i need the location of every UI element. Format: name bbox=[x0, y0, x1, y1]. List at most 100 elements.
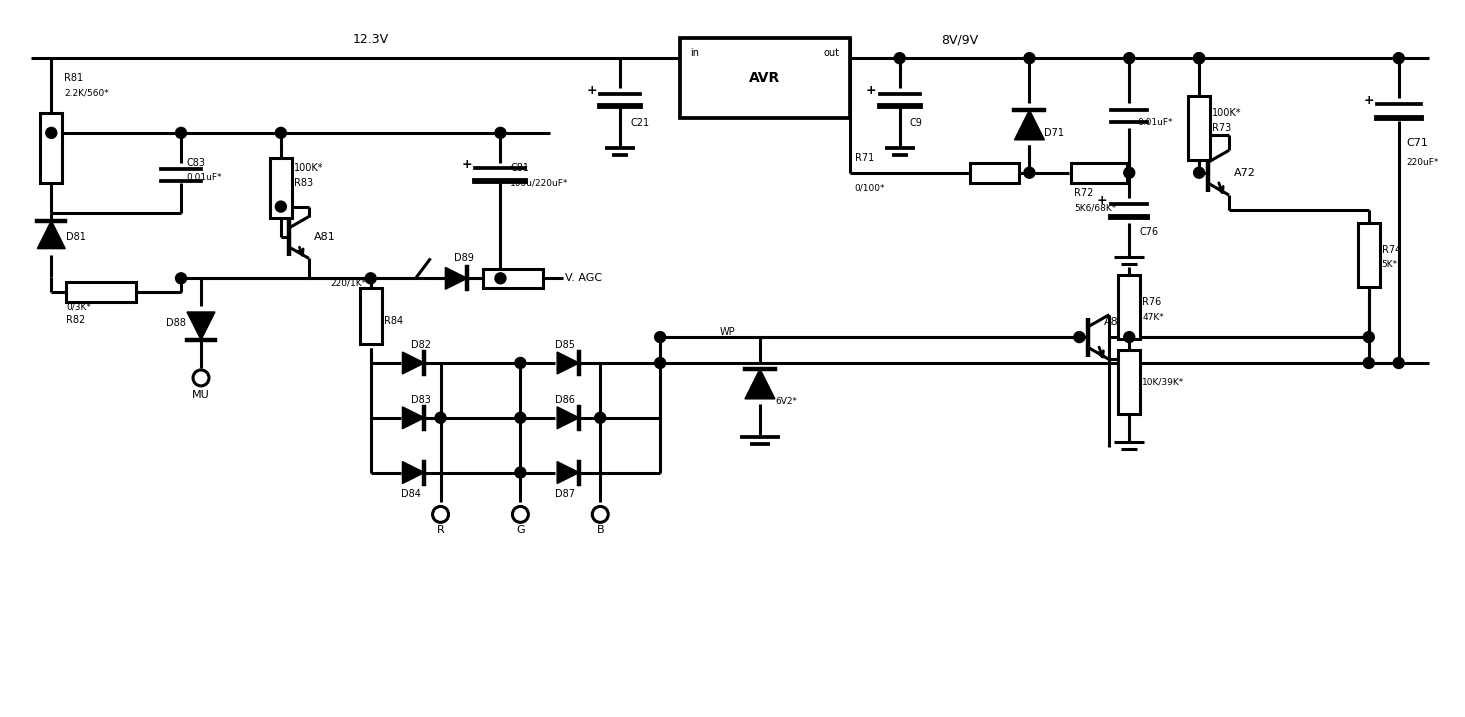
Polygon shape bbox=[557, 462, 579, 483]
Text: C21: C21 bbox=[630, 118, 649, 128]
Text: 8V/9V: 8V/9V bbox=[941, 33, 979, 46]
Text: C9: C9 bbox=[910, 118, 923, 128]
Circle shape bbox=[1024, 167, 1034, 179]
Text: R74: R74 bbox=[1381, 245, 1401, 255]
Text: D84: D84 bbox=[400, 490, 420, 500]
Text: WP: WP bbox=[719, 327, 735, 337]
Text: 0/100*: 0/100* bbox=[854, 183, 885, 192]
Text: D87: D87 bbox=[555, 490, 576, 500]
Circle shape bbox=[595, 412, 605, 423]
Circle shape bbox=[1074, 331, 1084, 343]
Circle shape bbox=[1194, 52, 1204, 64]
Circle shape bbox=[1024, 52, 1034, 64]
Text: G: G bbox=[516, 526, 524, 536]
Bar bbox=[1358, 223, 1380, 287]
Text: A83: A83 bbox=[1105, 317, 1127, 327]
Text: AVR: AVR bbox=[749, 71, 781, 85]
Text: A72: A72 bbox=[1234, 168, 1256, 178]
Text: 2.2K/560*: 2.2K/560* bbox=[64, 88, 108, 98]
Bar bbox=[680, 38, 850, 118]
Circle shape bbox=[45, 128, 57, 138]
Bar bbox=[270, 158, 292, 217]
Circle shape bbox=[176, 128, 186, 138]
Polygon shape bbox=[37, 221, 66, 249]
Text: 220/1K*: 220/1K* bbox=[331, 279, 366, 288]
Text: MU: MU bbox=[192, 390, 209, 400]
Bar bbox=[360, 288, 382, 343]
Circle shape bbox=[1393, 52, 1405, 64]
Circle shape bbox=[1124, 52, 1135, 64]
Circle shape bbox=[655, 331, 665, 343]
Bar bbox=[1118, 275, 1140, 339]
Text: D83: D83 bbox=[410, 395, 431, 405]
Text: R83: R83 bbox=[294, 178, 314, 188]
Circle shape bbox=[1393, 358, 1405, 369]
Text: D85: D85 bbox=[555, 340, 576, 350]
Circle shape bbox=[1364, 358, 1374, 369]
Circle shape bbox=[275, 128, 286, 138]
Polygon shape bbox=[403, 462, 425, 483]
Text: C83: C83 bbox=[186, 158, 205, 168]
Text: D82: D82 bbox=[410, 340, 431, 350]
Text: R84: R84 bbox=[384, 315, 403, 326]
Polygon shape bbox=[188, 312, 215, 340]
Bar bbox=[483, 269, 544, 288]
Polygon shape bbox=[746, 369, 775, 399]
Text: R71: R71 bbox=[854, 153, 875, 163]
Text: 220uF*: 220uF* bbox=[1406, 158, 1439, 167]
Text: 5K6/68K*: 5K6/68K* bbox=[1074, 203, 1116, 212]
Text: +: + bbox=[461, 158, 473, 171]
Circle shape bbox=[1194, 52, 1204, 64]
Bar bbox=[970, 163, 1020, 183]
Text: A81: A81 bbox=[314, 232, 335, 242]
Text: V. AGC: V. AGC bbox=[565, 273, 602, 283]
Text: 100K*: 100K* bbox=[1212, 108, 1242, 118]
Circle shape bbox=[514, 412, 526, 423]
Text: 100u/220uF*: 100u/220uF* bbox=[510, 179, 568, 187]
Polygon shape bbox=[403, 407, 425, 429]
Circle shape bbox=[365, 273, 377, 284]
Text: C81: C81 bbox=[510, 163, 529, 173]
Circle shape bbox=[435, 412, 445, 423]
Text: +: + bbox=[586, 84, 598, 97]
Text: +: + bbox=[866, 84, 876, 97]
Text: out: out bbox=[823, 48, 839, 58]
Polygon shape bbox=[557, 352, 579, 374]
Text: B: B bbox=[596, 526, 604, 536]
Text: 0.01uF*: 0.01uF* bbox=[186, 174, 221, 182]
Circle shape bbox=[514, 467, 526, 478]
Text: R82: R82 bbox=[66, 315, 85, 325]
Text: R81: R81 bbox=[64, 73, 84, 83]
Bar bbox=[1118, 350, 1140, 414]
Circle shape bbox=[655, 358, 665, 369]
Text: D81: D81 bbox=[66, 232, 86, 242]
Text: 0/3K*: 0/3K* bbox=[66, 303, 91, 312]
Bar bbox=[1071, 163, 1127, 183]
Circle shape bbox=[1194, 167, 1204, 179]
Text: +: + bbox=[1362, 93, 1374, 107]
Circle shape bbox=[894, 52, 905, 64]
Text: R72: R72 bbox=[1074, 188, 1094, 198]
Polygon shape bbox=[403, 352, 425, 374]
Text: D86: D86 bbox=[555, 395, 576, 405]
Text: +: + bbox=[1097, 194, 1108, 207]
Text: D89: D89 bbox=[454, 253, 473, 263]
Text: R: R bbox=[437, 526, 444, 536]
Bar bbox=[66, 282, 136, 303]
Text: 0.01uF*: 0.01uF* bbox=[1137, 118, 1172, 128]
Text: C71: C71 bbox=[1406, 138, 1428, 148]
Text: R73: R73 bbox=[1212, 123, 1232, 133]
Circle shape bbox=[495, 128, 505, 138]
Circle shape bbox=[1124, 167, 1135, 179]
Text: 5K*: 5K* bbox=[1381, 260, 1398, 270]
Circle shape bbox=[1364, 331, 1374, 343]
Circle shape bbox=[275, 201, 286, 212]
Text: D88: D88 bbox=[166, 318, 186, 328]
Polygon shape bbox=[557, 407, 579, 429]
Polygon shape bbox=[445, 267, 467, 289]
Text: R76: R76 bbox=[1143, 298, 1162, 307]
Text: 12.3V: 12.3V bbox=[353, 33, 388, 46]
Text: 10K/39K*: 10K/39K* bbox=[1143, 377, 1185, 386]
Text: D71: D71 bbox=[1045, 128, 1065, 138]
Circle shape bbox=[514, 358, 526, 369]
